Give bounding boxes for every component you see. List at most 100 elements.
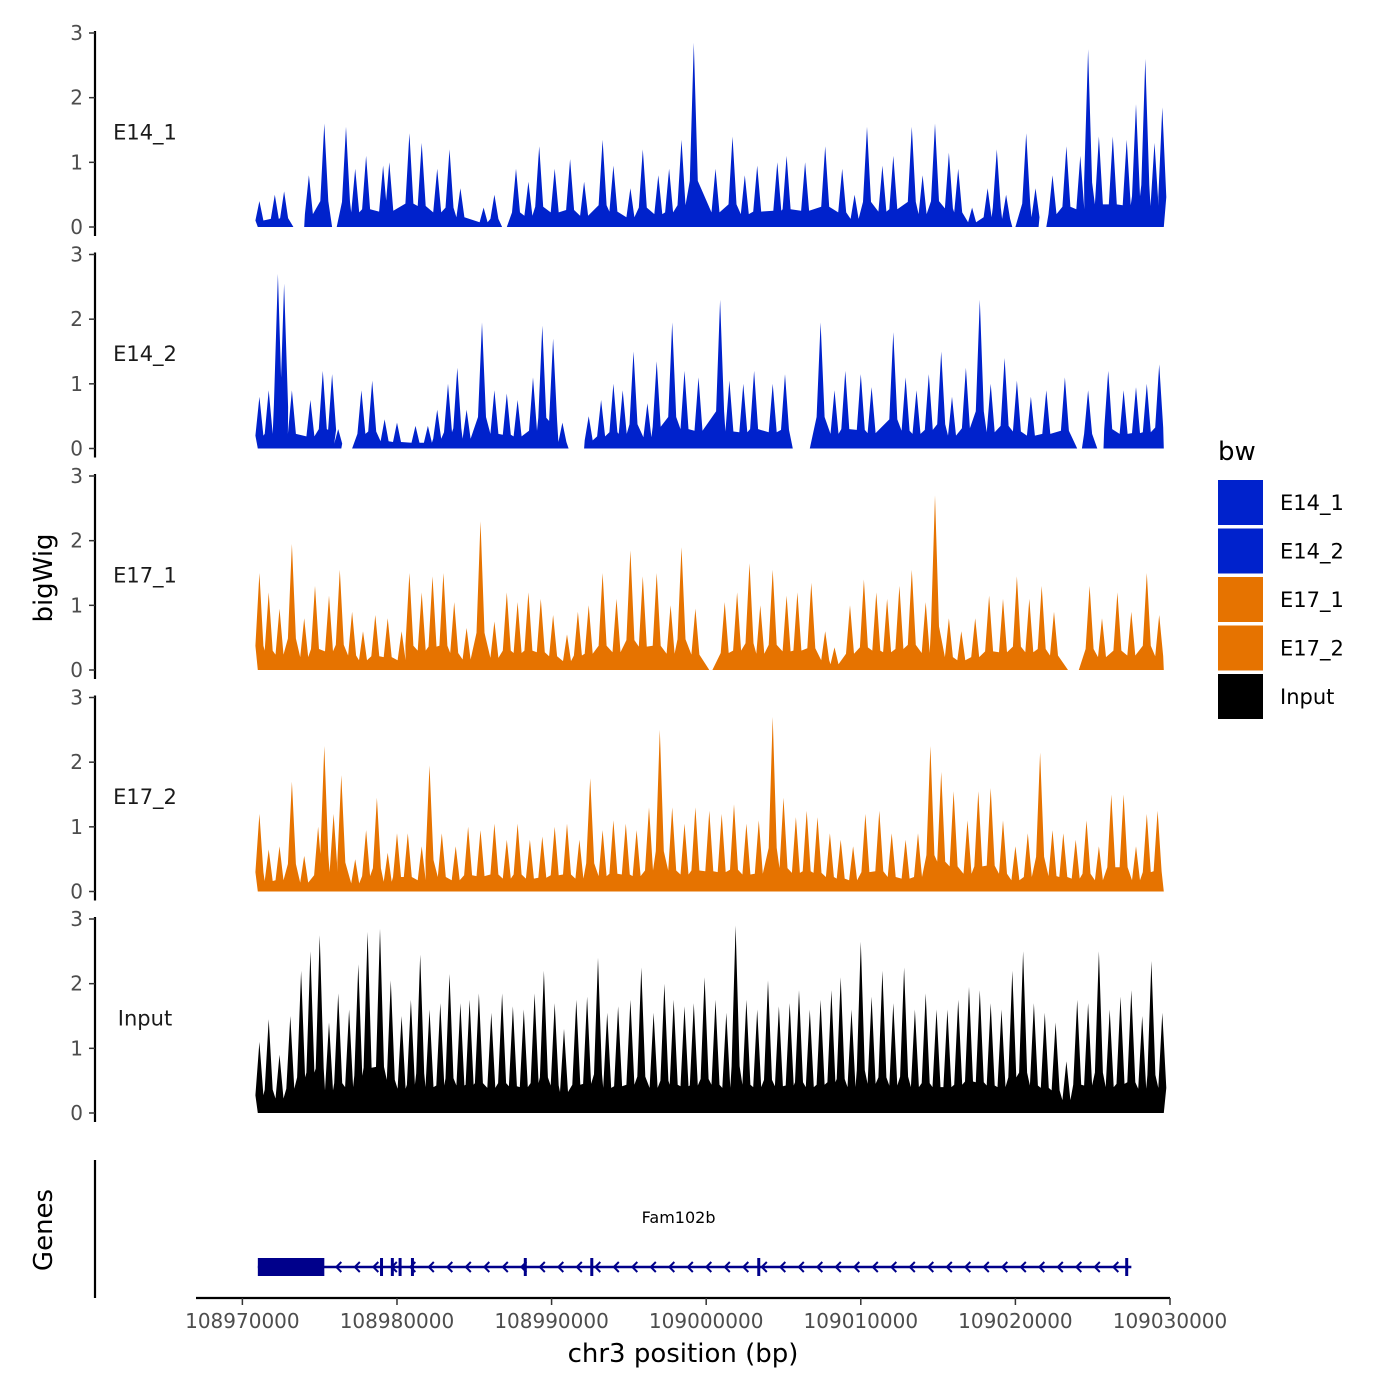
y-tick-label: 0 [70,437,83,461]
strand-arrow [686,1261,694,1273]
strand-arrow [464,1261,472,1273]
signal-area [1078,573,1164,670]
strand-arrow [501,1261,509,1273]
strand-arrow [667,1261,676,1273]
strand-arrow [963,1261,972,1273]
signal-area [1015,133,1040,227]
legend-swatch [1218,577,1263,622]
signal-area [352,322,569,449]
strand-arrow [945,1261,953,1273]
track-input: 0 1 2 3 Input [70,907,1167,1125]
strand-arrow [1037,1261,1046,1273]
signal-area [506,42,1013,228]
track-label: E14_1 [113,121,177,146]
strand-arrow [390,1261,398,1273]
x-axis-title: chr3 position (bp) [568,1339,799,1369]
signal-area [1046,49,1167,228]
track-label: E14_2 [113,342,177,367]
x-axis: 108970000 108980000 108990000 109000000 1090… [185,1296,1227,1333]
y-tick-label: 0 [70,880,83,904]
strand-arrow [852,1261,861,1273]
legend-swatch [1218,528,1263,574]
legend-swatch [1218,674,1263,719]
strand-arrow [334,1261,343,1273]
gene-exon-block [257,1258,325,1276]
strand-arrow [778,1261,787,1273]
strand-arrow [353,1261,361,1273]
track-e17_1: 0 1 2 3 E17_1 [70,464,1164,682]
strand-arrow [427,1261,435,1273]
y-tick-label: 1 [70,150,83,174]
y-tick-label: 0 [70,658,83,682]
strand-arrow [630,1261,639,1273]
signal-area [336,126,503,227]
track-label: E17_2 [113,785,177,810]
signal-area [255,716,1164,892]
gene-exon [380,1258,384,1276]
signal-area [255,273,343,449]
x-tick-label: 108990000 [494,1309,609,1333]
strand-arrow [445,1261,454,1273]
bigwig-tracks: 0 1 2 3 E14_1 0 1 2 3 E14_2 0 1 2 3 E17_1 0 1 2 3 E17_2 0 1 2 3… [70,21,1167,1125]
x-tick-label: 108970000 [185,1309,300,1333]
strand-arrow [1093,1261,1101,1273]
track-e14_1: 0 1 2 3 E14_1 [70,21,1167,239]
y-tick-label: 2 [70,972,83,996]
strand-arrow [871,1261,879,1273]
strand-arrow [815,1261,824,1273]
x-tick-label: 109010000 [804,1309,919,1333]
signal-area [304,123,333,227]
x-tick-label: 109000000 [649,1309,764,1333]
y-tick-label: 2 [70,529,83,553]
strand-arrow [575,1261,583,1273]
y-tick-label: 1 [70,372,83,396]
legend: bw E14_1 E14_2 E17_1 E17_2 Input [1218,437,1344,719]
strand-arrow [982,1261,990,1273]
signal-area [809,299,1078,449]
signal-area [712,495,1068,670]
strand-arrow [593,1261,602,1273]
gene-name: Fam102b [642,1208,716,1227]
y-tick-label: 3 [70,907,83,931]
gene-exon [410,1258,414,1276]
y-tick-label: 1 [70,1036,83,1060]
legend-title: bw [1218,437,1256,467]
strand-arrow [519,1261,528,1273]
track-e14_2: 0 1 2 3 E14_2 [70,243,1164,461]
strand-arrow [612,1261,620,1273]
strand-arrow [1056,1261,1064,1273]
strand-arrow [1074,1261,1083,1273]
strand-arrow [1019,1261,1027,1273]
y-tick-label: 3 [70,464,83,488]
y-tick-label: 1 [70,593,83,617]
y-axis-title: bigWig [29,533,59,622]
strand-arrow [908,1261,916,1273]
signal-area [255,521,710,670]
strand-arrow [889,1261,898,1273]
strand-arrow [538,1261,546,1273]
y-tick-label: 1 [70,815,83,839]
legend-label: E14_2 [1280,540,1344,565]
y-tick-label: 2 [70,750,83,774]
y-tick-label: 0 [70,1101,83,1125]
gene-exon [590,1258,594,1276]
signal-area [1103,364,1164,449]
strand-arrow [1000,1261,1009,1273]
y-tick-label: 3 [70,21,83,45]
strand-arrow [926,1261,935,1273]
y-tick-label: 2 [70,86,83,110]
gene-exon [523,1258,527,1276]
signal-area [255,925,1167,1113]
strand-arrow [760,1261,768,1273]
track-label: E17_1 [113,564,177,589]
x-tick-label: 109020000 [958,1309,1073,1333]
track-label: Input [118,1007,172,1031]
strand-arrow [704,1261,713,1273]
y-tick-label: 0 [70,215,83,239]
signal-area [1081,390,1098,449]
gene-exon [398,1258,402,1276]
legend-label: E14_1 [1280,491,1344,516]
legend-swatch [1218,625,1263,671]
track-e17_2: 0 1 2 3 E17_2 [70,686,1164,904]
